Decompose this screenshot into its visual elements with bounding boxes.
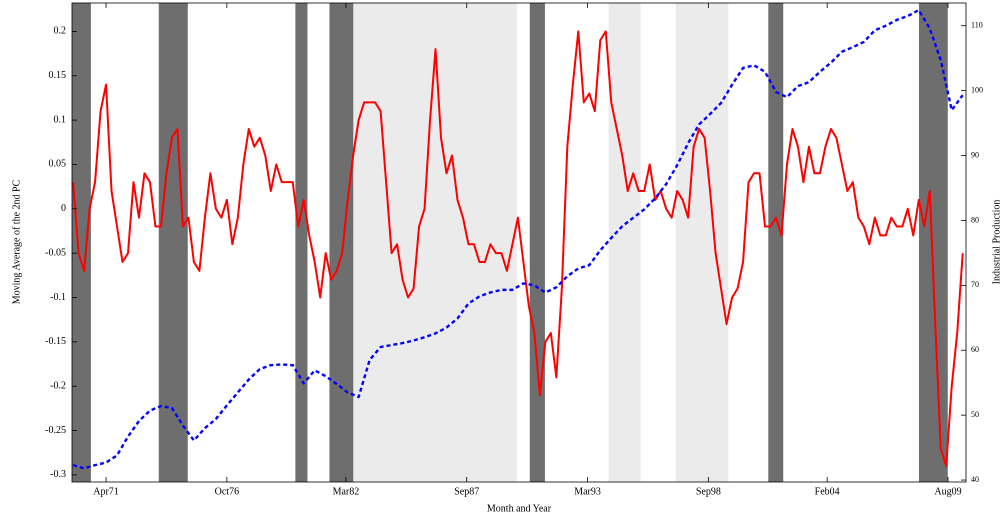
recession-band (675, 3, 729, 482)
recession-band (158, 3, 188, 482)
x-axis-title: Month and Year (487, 503, 552, 514)
y-tick-label: -0.2 (50, 380, 66, 391)
y2-tick-label: 60 (971, 345, 979, 354)
y2-tick-label: 90 (971, 150, 979, 159)
y2-tick-label: 70 (971, 280, 979, 289)
recession-band (918, 3, 948, 482)
y2-tick-label: 110 (971, 21, 983, 30)
x-tick-label: Apr71 (93, 486, 119, 497)
y-tick-label: 0 (61, 203, 66, 214)
y-tick-label: -0.25 (45, 425, 66, 436)
bands (72, 3, 948, 482)
x-tick-label: Mar93 (574, 486, 601, 497)
lines (72, 8, 964, 470)
y2-series-line (72, 8, 964, 470)
axes: -0.3 -0.25 -0.2 -0.15 -0.1 -0.05 0 0.05 0.1 0.15 0… (45, 3, 983, 497)
recession-band (529, 3, 545, 482)
x-tick-label: Sep98 (696, 486, 721, 497)
x-tick-label: Aug09 (934, 486, 961, 497)
series-line (72, 30, 964, 468)
plot-frame (71, 2, 967, 483)
x-tick-label: Feb04 (815, 486, 840, 497)
x-tick-label: Mar82 (333, 486, 360, 497)
y-tick-label: -0.05 (45, 247, 66, 258)
y2-tick-label: 100 (971, 85, 983, 94)
y2-tick-label: 40 (971, 475, 979, 484)
recession-band (353, 3, 517, 482)
recession-band (608, 3, 641, 482)
y2-tick-label: 80 (971, 215, 979, 224)
x-tick-label: Sep87 (454, 486, 479, 497)
y-tick-label: 0.05 (49, 159, 67, 170)
x-tick-label: Oct76 (215, 486, 239, 497)
y-tick-label: 0.1 (54, 114, 67, 125)
y-tick-label: -0.3 (50, 469, 66, 480)
recession-band (329, 3, 354, 482)
y-tick-label: -0.15 (45, 336, 66, 347)
recession-band (768, 3, 784, 482)
recession-band (72, 3, 91, 482)
y2-axis-title: Industrial Production (991, 200, 1002, 285)
y-tick-label: 0.2 (54, 26, 67, 37)
y-axis-title: Moving Average of the 2nd PC (11, 179, 22, 304)
y-tick-label: 0.15 (49, 70, 67, 81)
y2-tick-label: 50 (971, 410, 979, 419)
recession-band (295, 3, 308, 482)
y-tick-label: -0.1 (50, 292, 66, 303)
